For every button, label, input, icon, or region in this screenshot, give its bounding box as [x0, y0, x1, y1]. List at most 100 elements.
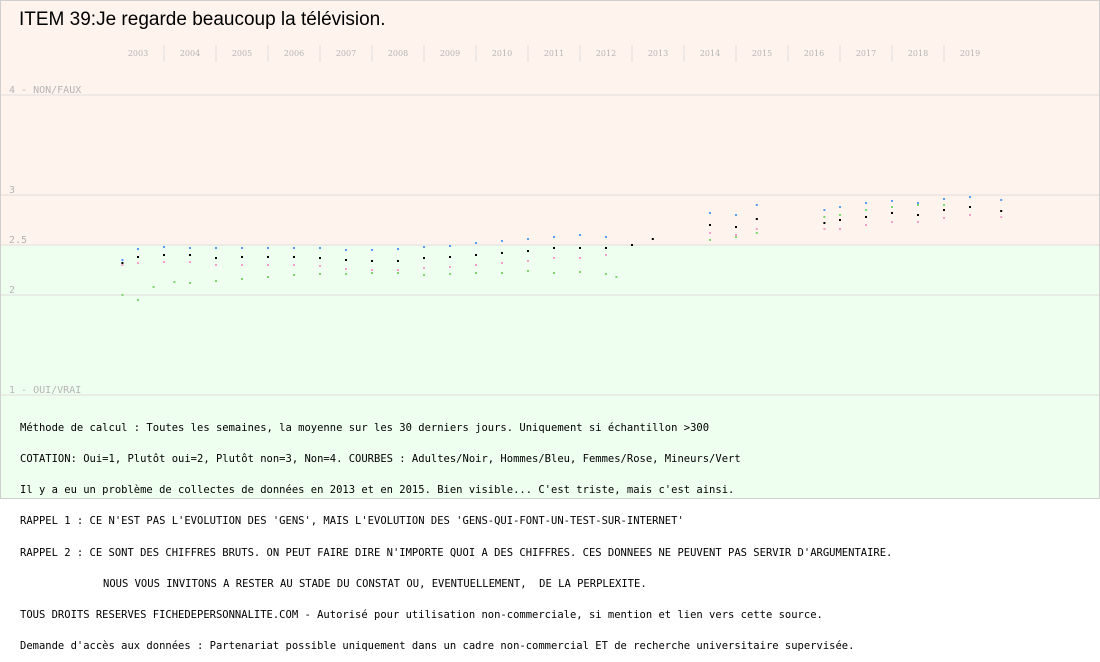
- data-point: [501, 262, 503, 264]
- data-point: [839, 219, 841, 221]
- data-point: [371, 260, 373, 262]
- chart-plot: 2003 2004 2005 2006 2007 2008 2009 2010 2011 2012…: [0, 0, 1100, 499]
- upper-band: [1, 0, 1099, 245]
- series-mineurs: [121, 204, 945, 301]
- data-point: [865, 202, 867, 204]
- data-point: [709, 232, 711, 234]
- x-tick-label: 2016: [804, 49, 824, 58]
- data-point: [943, 198, 945, 200]
- x-tick-label: 2013: [648, 49, 668, 58]
- data-point: [293, 264, 295, 266]
- data-point: [267, 247, 269, 249]
- data-point: [137, 256, 139, 258]
- data-point: [527, 260, 529, 262]
- data-point: [553, 257, 555, 259]
- x-tick-label: 2008: [388, 49, 408, 58]
- data-point: [163, 254, 165, 256]
- data-point: [137, 299, 139, 301]
- data-point: [943, 204, 945, 206]
- data-point: [631, 244, 633, 246]
- data-point: [917, 221, 919, 223]
- series-hommes: [121, 196, 1003, 261]
- data-point: [267, 276, 269, 278]
- data-point: [189, 282, 191, 284]
- data-point: [501, 240, 503, 242]
- data-point: [943, 217, 945, 219]
- data-point: [823, 222, 826, 224]
- data-point: [615, 276, 618, 278]
- note-cotation: COTATION: Oui=1, Plutôt oui=2, Plutôt no…: [20, 453, 741, 466]
- x-tick-label: 2018: [908, 49, 928, 58]
- x-tick-label: 2005: [232, 49, 252, 58]
- x-tick-label: 2015: [752, 49, 772, 58]
- data-point: [345, 259, 347, 261]
- data-point: [293, 256, 295, 258]
- data-point: [137, 262, 139, 264]
- data-point: [475, 272, 477, 274]
- series-adultes: [121, 206, 1003, 264]
- data-point: [423, 246, 425, 248]
- data-point: [579, 271, 581, 273]
- data-point: [189, 254, 191, 256]
- data-point: [163, 246, 165, 248]
- data-point: [319, 257, 321, 259]
- data-point: [917, 202, 919, 204]
- data-point: [527, 250, 529, 252]
- data-point: [823, 228, 826, 230]
- data-point: [553, 236, 555, 238]
- data-point: [527, 270, 529, 272]
- x-tick-label: 2011: [544, 49, 564, 58]
- data-point: [943, 209, 945, 211]
- x-tick-label: 2012: [596, 49, 616, 58]
- x-tick-label: 2007: [336, 49, 356, 58]
- data-point: [121, 264, 124, 266]
- data-point: [755, 204, 758, 206]
- data-point: [319, 247, 321, 249]
- data-point: [969, 196, 971, 198]
- data-point: [1000, 216, 1003, 218]
- data-point: [189, 261, 191, 263]
- data-point: [371, 269, 373, 271]
- data-point: [293, 247, 295, 249]
- data-point: [605, 273, 607, 275]
- note-invitation: NOUS VOUS INVITONS A RESTER AU STADE DU …: [103, 577, 647, 590]
- x-tick-label: 2006: [284, 49, 304, 58]
- data-point: [579, 257, 581, 259]
- x-tick-label: 2004: [180, 49, 200, 58]
- data-point: [891, 212, 893, 214]
- data-point: [319, 265, 321, 267]
- data-point: [449, 256, 451, 258]
- data-point: [865, 209, 867, 211]
- y-tick-label: 2: [9, 285, 15, 296]
- data-point: [709, 239, 711, 241]
- data-point: [267, 256, 269, 258]
- data-point: [267, 264, 269, 266]
- y-tick-label: 1 - OUI/VRAI: [9, 385, 81, 396]
- chart-background: [0, 0, 1100, 499]
- data-point: [345, 268, 347, 270]
- data-point: [423, 257, 425, 259]
- data-point: [605, 247, 607, 249]
- data-point: [189, 247, 191, 249]
- data-point: [475, 242, 477, 244]
- data-point: [579, 234, 581, 236]
- data-point: [137, 248, 139, 250]
- x-tick-label: 2014: [700, 49, 720, 58]
- data-point: [121, 262, 124, 264]
- chart-points: [121, 196, 1003, 301]
- data-point: [121, 294, 124, 296]
- data-point: [163, 261, 165, 263]
- data-point: [579, 247, 581, 249]
- data-point: [823, 209, 826, 211]
- data-point: [605, 236, 607, 238]
- data-point: [152, 286, 155, 288]
- data-point: [397, 248, 399, 250]
- data-point: [241, 247, 243, 249]
- data-point: [735, 236, 737, 238]
- data-point: [475, 264, 477, 266]
- data-point: [865, 216, 867, 218]
- note-data-access: Demande d'accès aux données : Partenaria…: [20, 640, 855, 653]
- data-point: [319, 273, 321, 275]
- data-point: [839, 206, 841, 208]
- note-rights: TOUS DROITS RESERVES FICHEDEPERSONNALITE…: [20, 609, 823, 622]
